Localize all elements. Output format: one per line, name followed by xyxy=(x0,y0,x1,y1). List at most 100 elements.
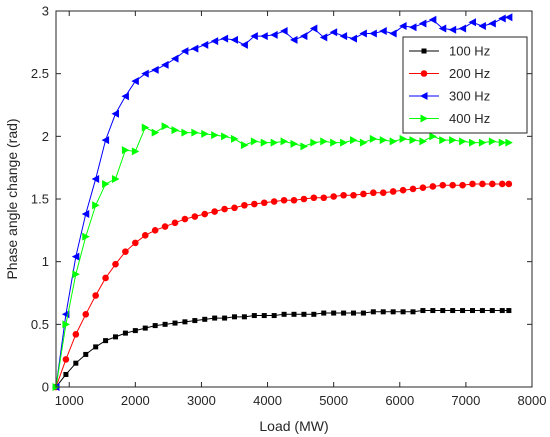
data-point xyxy=(505,138,513,147)
data-point xyxy=(112,260,119,268)
data-point xyxy=(271,313,277,319)
data-point xyxy=(479,308,485,314)
data-point xyxy=(428,15,437,24)
x-axis-label: Load (MW) xyxy=(259,418,328,434)
x-tick-label: 8000 xyxy=(518,393,547,408)
data-point xyxy=(181,215,189,223)
data-point xyxy=(459,181,466,189)
data-point xyxy=(360,190,367,198)
data-point xyxy=(220,34,229,43)
data-point xyxy=(300,195,308,203)
data-point xyxy=(399,22,407,31)
data-point xyxy=(72,270,80,279)
data-point xyxy=(121,146,130,155)
data-point xyxy=(162,321,168,327)
data-point xyxy=(161,223,169,230)
data-point xyxy=(380,309,386,315)
data-point xyxy=(270,198,278,205)
data-point xyxy=(241,201,248,209)
data-point xyxy=(201,210,209,218)
data-point xyxy=(418,19,427,28)
data-point xyxy=(469,180,476,188)
data-point xyxy=(330,193,337,200)
data-point xyxy=(171,219,179,227)
data-point xyxy=(122,330,128,336)
data-point xyxy=(449,181,456,189)
data-point xyxy=(290,196,298,204)
series-layer xyxy=(52,13,513,391)
data-point xyxy=(63,371,69,377)
data-point xyxy=(232,314,237,320)
data-point xyxy=(439,181,447,189)
data-point xyxy=(399,186,407,194)
data-point xyxy=(309,24,318,33)
data-point xyxy=(350,191,357,199)
data-point xyxy=(200,40,209,49)
legend-label: 100 Hz xyxy=(449,44,490,59)
data-point xyxy=(121,92,129,101)
data-point xyxy=(270,138,279,147)
data-point xyxy=(260,32,268,41)
data-point xyxy=(440,308,446,314)
data-point xyxy=(171,126,179,135)
x-tick-label: 1000 xyxy=(55,393,84,408)
data-point xyxy=(430,308,436,314)
data-point xyxy=(250,137,259,146)
data-point xyxy=(439,136,447,145)
data-point xyxy=(369,134,378,143)
data-point xyxy=(280,137,289,146)
data-point xyxy=(299,32,308,41)
data-point xyxy=(340,138,348,147)
data-point xyxy=(310,194,318,202)
x-tick-label: 3000 xyxy=(187,393,216,408)
legend-marker xyxy=(420,92,428,100)
data-point xyxy=(141,123,150,132)
data-point xyxy=(142,325,148,331)
series-100-hz xyxy=(53,308,512,390)
data-point xyxy=(370,189,377,197)
data-point xyxy=(448,25,457,34)
data-point xyxy=(93,344,99,350)
data-point xyxy=(379,136,388,145)
data-point xyxy=(141,232,149,239)
series-line xyxy=(55,310,509,388)
data-point xyxy=(429,183,437,190)
data-point xyxy=(172,320,178,326)
data-point xyxy=(340,191,347,199)
data-point xyxy=(390,309,396,315)
data-point xyxy=(192,318,198,324)
data-point xyxy=(359,138,368,147)
data-point xyxy=(191,128,199,137)
data-point xyxy=(132,328,138,334)
data-point xyxy=(389,188,397,195)
data-point xyxy=(504,13,513,22)
data-point xyxy=(231,134,239,143)
data-point xyxy=(489,180,496,188)
data-point xyxy=(280,196,288,204)
data-point xyxy=(489,308,495,314)
legend-marker xyxy=(421,48,427,54)
data-point xyxy=(222,315,228,321)
data-point xyxy=(301,311,307,317)
data-point xyxy=(152,323,158,329)
data-point xyxy=(191,213,199,220)
data-point xyxy=(460,308,466,314)
data-point xyxy=(498,138,507,147)
data-point xyxy=(260,138,269,147)
data-point xyxy=(92,201,100,210)
data-point xyxy=(151,128,160,137)
data-point xyxy=(211,208,218,215)
data-point xyxy=(469,138,477,147)
series-200-hz xyxy=(52,180,513,391)
x-tick-label: 4000 xyxy=(253,393,282,408)
data-point xyxy=(291,311,297,317)
data-point xyxy=(330,138,338,147)
data-point xyxy=(240,141,249,150)
data-point xyxy=(180,47,189,56)
data-point xyxy=(505,180,513,188)
legend-label: 400 Hz xyxy=(449,111,490,126)
data-point xyxy=(341,310,347,316)
data-point xyxy=(311,311,317,317)
data-point xyxy=(331,310,337,316)
